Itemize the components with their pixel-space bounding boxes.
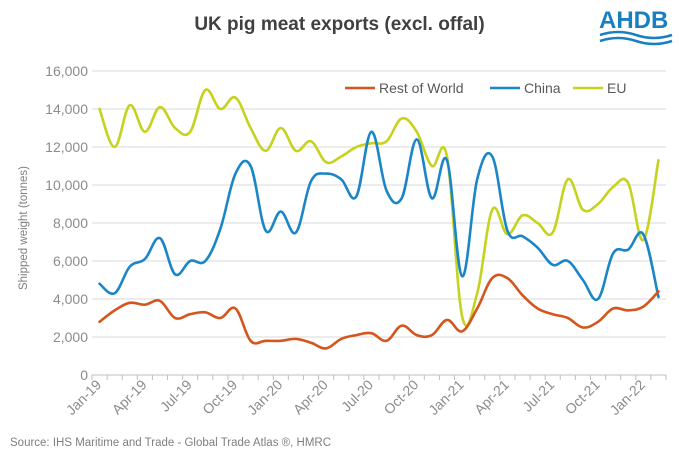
x-tick-label: Oct-21 xyxy=(562,376,603,417)
x-tick-label: Oct-19 xyxy=(199,376,240,417)
series-line-eu xyxy=(98,88,660,327)
series-lines xyxy=(98,88,660,350)
logo-wave-top xyxy=(599,30,673,40)
x-tick-label: Apr-19 xyxy=(109,376,150,417)
legend: Rest of World China EU xyxy=(345,80,626,96)
y-tick-label: 2,000 xyxy=(53,329,88,345)
gridlines xyxy=(92,70,666,338)
x-tick-label: Apr-20 xyxy=(290,376,331,417)
source-note: Source: IHS Maritime and Trade - Global … xyxy=(10,437,332,449)
x-tick-label: Jan-22 xyxy=(606,376,648,418)
ahdb-logo: AHDB xyxy=(599,7,673,46)
x-tick-label: Jul-20 xyxy=(338,376,376,414)
y-axis-title: Shipped weight (tonnes) xyxy=(18,166,30,290)
y-tick-label: 6,000 xyxy=(53,253,88,269)
legend-label-china: China xyxy=(524,80,561,96)
y-tick-label: 14,000 xyxy=(45,101,88,117)
y-tick-label: 12,000 xyxy=(45,139,88,155)
y-tick-label: 10,000 xyxy=(45,177,88,193)
x-tick-label: Jan-20 xyxy=(244,376,286,418)
x-tick-label: Jul-19 xyxy=(157,376,195,414)
series-line-china xyxy=(98,130,660,302)
chart-title: UK pig meat exports (excl. offal) xyxy=(194,14,485,35)
y-tick-label: 16,000 xyxy=(45,63,88,79)
x-tick-label: Apr-21 xyxy=(471,376,512,417)
y-tick-label: 0 xyxy=(80,367,88,383)
legend-label-rest-of-world: Rest of World xyxy=(379,80,464,96)
logo-text: AHDB xyxy=(599,7,668,34)
x-tick-label: Jul-21 xyxy=(519,376,557,414)
logo-wave-bottom xyxy=(599,36,673,46)
y-tick-label: 4,000 xyxy=(53,291,88,307)
x-tick-label: Jan-21 xyxy=(425,376,467,418)
series-line-rest-of-world xyxy=(98,273,660,350)
y-tick-label: 8,000 xyxy=(53,215,88,231)
legend-label-eu: EU xyxy=(607,80,626,96)
x-tick-label: Oct-20 xyxy=(380,376,421,417)
